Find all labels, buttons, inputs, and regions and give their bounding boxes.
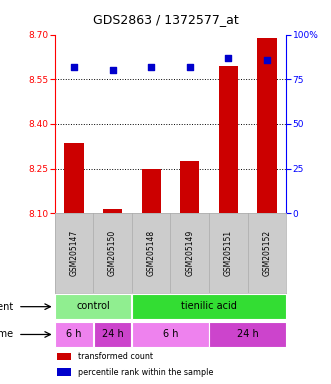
Text: tienilic acid: tienilic acid xyxy=(181,301,237,311)
Text: GSM205151: GSM205151 xyxy=(224,230,233,276)
Bar xyxy=(55,294,131,319)
Text: GDS2863 / 1372577_at: GDS2863 / 1372577_at xyxy=(93,13,238,26)
Point xyxy=(149,64,154,70)
Point xyxy=(110,67,115,73)
Bar xyxy=(55,322,93,347)
Bar xyxy=(219,66,238,214)
Text: percentile rank within the sample: percentile rank within the sample xyxy=(78,368,213,377)
Bar xyxy=(180,161,199,214)
Point xyxy=(226,55,231,61)
Text: agent: agent xyxy=(0,302,14,312)
Point xyxy=(71,64,76,70)
Bar xyxy=(142,169,161,214)
Text: 24 h: 24 h xyxy=(237,329,259,339)
Bar xyxy=(132,322,209,347)
Bar xyxy=(57,368,71,376)
Bar xyxy=(257,38,277,214)
Bar xyxy=(94,322,131,347)
Text: time: time xyxy=(0,329,14,339)
Bar xyxy=(57,353,71,360)
Text: transformed count: transformed count xyxy=(78,352,153,361)
Point xyxy=(264,56,270,63)
Text: 6 h: 6 h xyxy=(163,329,178,339)
Bar xyxy=(132,294,286,319)
Bar xyxy=(64,143,83,214)
Bar xyxy=(103,209,122,214)
Text: GSM205148: GSM205148 xyxy=(147,230,156,276)
Text: GSM205150: GSM205150 xyxy=(108,230,117,276)
Point xyxy=(187,64,192,70)
Text: GSM205152: GSM205152 xyxy=(262,230,271,276)
Text: 6 h: 6 h xyxy=(66,329,82,339)
Text: 24 h: 24 h xyxy=(102,329,123,339)
Text: GSM205149: GSM205149 xyxy=(185,230,194,276)
Bar xyxy=(210,322,286,347)
Text: GSM205147: GSM205147 xyxy=(70,230,78,276)
Text: control: control xyxy=(76,301,110,311)
